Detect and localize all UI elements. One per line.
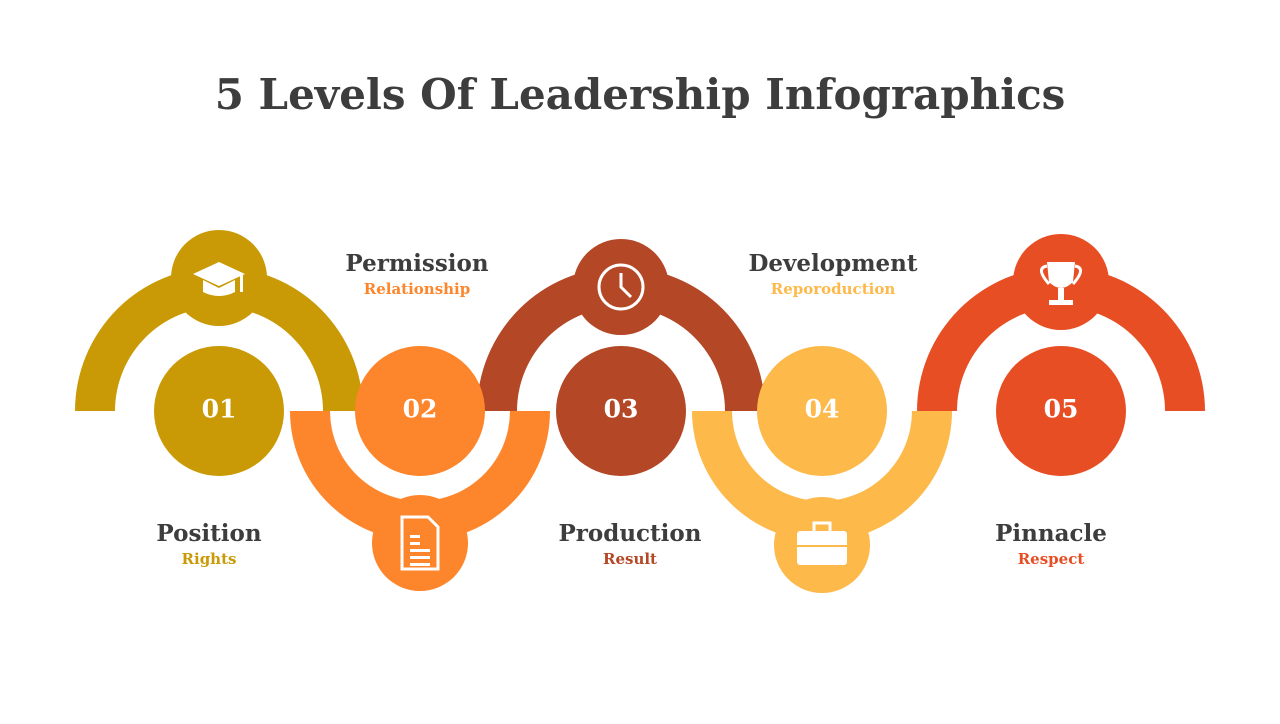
level-number: 02 xyxy=(403,395,438,424)
ring xyxy=(75,267,363,411)
icon-shape xyxy=(797,531,847,565)
level-subtitle: Reporoduction xyxy=(771,280,896,298)
icon xyxy=(797,521,847,565)
icon-shape xyxy=(1058,288,1064,300)
icon-shape xyxy=(797,545,847,547)
level-title: Pinnacle xyxy=(995,520,1107,547)
number-circle xyxy=(757,346,887,476)
icon xyxy=(193,262,245,296)
icon-shape xyxy=(410,535,420,538)
level-title: Development xyxy=(748,250,917,277)
number-circle xyxy=(556,346,686,476)
icon-shape xyxy=(410,542,420,545)
icon-shape xyxy=(203,280,235,296)
title: 5 Levels Of Leadership Infographics xyxy=(215,70,1066,119)
icon-shape xyxy=(410,556,430,559)
level-subtitle: Respect xyxy=(1018,550,1085,568)
icon xyxy=(1040,262,1082,305)
icon-shape xyxy=(193,262,245,286)
level-title: Permission xyxy=(345,250,488,277)
level-title: Position xyxy=(156,520,261,547)
number-circle xyxy=(154,346,284,476)
rings xyxy=(75,267,1205,541)
ring xyxy=(290,411,550,541)
level-number: 04 xyxy=(805,395,840,424)
icon-shape xyxy=(410,563,430,566)
icon xyxy=(597,263,645,311)
icon-shape xyxy=(240,274,243,292)
ring xyxy=(917,267,1205,411)
level-number: 03 xyxy=(604,395,639,424)
number-circle xyxy=(996,346,1126,476)
ring xyxy=(477,267,765,411)
icon-shape xyxy=(1049,300,1073,305)
icon-shape xyxy=(410,549,430,552)
level-subtitle: Result xyxy=(603,550,657,568)
level-subtitle: Rights xyxy=(182,550,237,568)
foreground: 01 Position Rights 02 Permission Relationship… xyxy=(154,230,1126,593)
icon-shape xyxy=(597,263,645,311)
icon-shape xyxy=(812,521,832,535)
level-subtitle: Relationship xyxy=(364,280,471,298)
ring xyxy=(692,411,952,541)
icon-shape xyxy=(619,273,633,299)
icon-shape xyxy=(1040,264,1082,285)
level-number: 05 xyxy=(1044,395,1079,424)
level-number: 01 xyxy=(202,395,237,424)
icon-shape xyxy=(1047,262,1075,288)
number-circle xyxy=(355,346,485,476)
icon-shape xyxy=(400,515,440,571)
level-title: Production xyxy=(559,520,702,547)
icon xyxy=(400,515,440,571)
